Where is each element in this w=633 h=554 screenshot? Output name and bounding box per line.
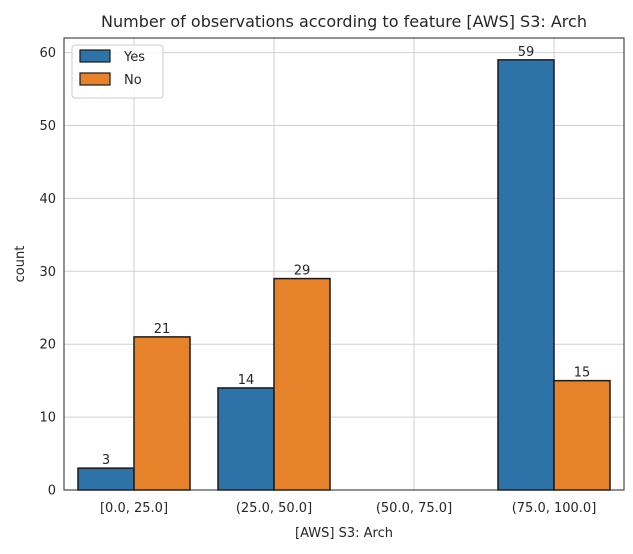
y-tick-label: 30 bbox=[39, 265, 56, 280]
x-tick-labels: [0.0, 25.0] (25.0, 50.0] (50.0, 75.0] (75.0… bbox=[100, 501, 596, 516]
bar bbox=[553, 379, 611, 491]
legend: Yes No bbox=[71, 44, 164, 99]
bar bbox=[77, 467, 135, 491]
bar-value-label: 15 bbox=[574, 366, 591, 381]
x-axis-label: [AWS] S3: Arch bbox=[295, 526, 393, 541]
x-tick-label: (25.0, 50.0] bbox=[236, 501, 312, 516]
data-labels-layer: 3 14 59 21 29 15 bbox=[102, 45, 590, 468]
bar-value-label: 14 bbox=[238, 373, 255, 388]
y-tick-labels: 0 10 20 30 40 50 60 bbox=[39, 46, 56, 498]
bar-value-label: 59 bbox=[518, 45, 535, 60]
chart-title: Number of observations according to feat… bbox=[101, 12, 587, 31]
bar-value-label: 29 bbox=[294, 264, 311, 279]
y-axis-label: count bbox=[13, 246, 28, 283]
legend-swatch bbox=[79, 72, 111, 86]
plot-frame bbox=[63, 37, 625, 491]
legend-swatch bbox=[79, 49, 111, 63]
y-tick-label: 50 bbox=[39, 119, 56, 134]
legend-label: Yes bbox=[123, 50, 145, 65]
x-tick-label: (50.0, 75.0] bbox=[376, 501, 452, 516]
x-tick-label: [0.0, 25.0] bbox=[100, 501, 168, 516]
bar bbox=[273, 277, 331, 491]
y-tick-label: 10 bbox=[39, 411, 56, 426]
x-tick-label: (75.0, 100.0] bbox=[512, 501, 597, 516]
y-tick-label: 60 bbox=[39, 46, 56, 61]
bar bbox=[217, 387, 275, 491]
bar-value-label: 3 bbox=[102, 453, 110, 468]
bar-value-label: 21 bbox=[154, 322, 171, 337]
legend-label: No bbox=[124, 73, 142, 88]
bar bbox=[497, 59, 555, 491]
bar bbox=[133, 336, 191, 491]
bars-layer bbox=[77, 59, 611, 491]
y-tick-label: 40 bbox=[39, 192, 56, 207]
y-tick-label: 0 bbox=[48, 484, 56, 499]
y-tick-label: 20 bbox=[39, 338, 56, 353]
